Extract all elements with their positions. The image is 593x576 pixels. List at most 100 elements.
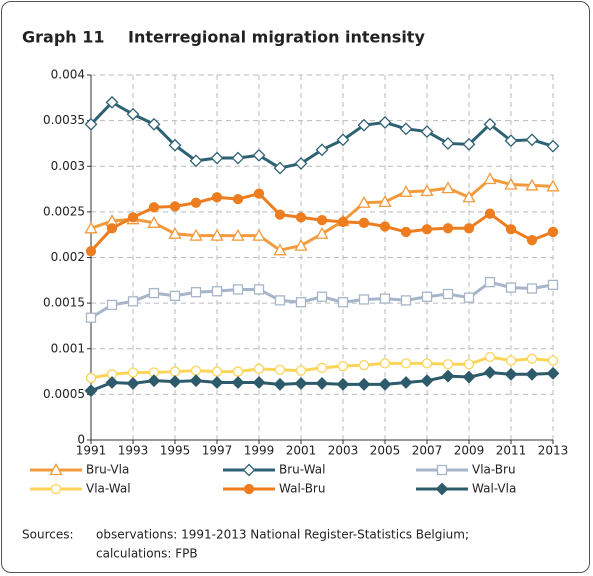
marker — [547, 226, 559, 238]
marker — [231, 228, 245, 241]
marker — [358, 294, 370, 305]
marker — [546, 139, 560, 153]
source-line: calculations: FPB — [96, 547, 198, 561]
marker — [525, 133, 539, 147]
marker — [169, 201, 181, 212]
marker — [483, 117, 497, 131]
marker — [294, 157, 308, 170]
marker — [336, 377, 350, 391]
legend-label: Bru-Vla — [86, 463, 129, 477]
marker — [462, 137, 476, 151]
x-tick-label: 1999 — [244, 444, 275, 458]
marker — [315, 377, 329, 390]
marker — [148, 202, 160, 213]
marker — [190, 197, 202, 208]
marker — [441, 369, 455, 383]
marker — [127, 296, 139, 307]
marker — [85, 372, 97, 384]
legend-label: Vla-Bru — [472, 463, 516, 477]
marker — [315, 143, 329, 157]
marker — [294, 238, 308, 251]
marker — [546, 366, 560, 380]
marker — [295, 212, 307, 223]
legend-marker — [435, 482, 449, 496]
y-tick-label: 0.002 — [51, 250, 85, 264]
marker — [231, 151, 245, 165]
x-tick-label: 1995 — [160, 444, 191, 458]
marker — [378, 116, 392, 129]
marker — [253, 363, 265, 374]
marker — [420, 374, 434, 388]
marker — [420, 184, 434, 197]
y-tick-label: 0.004 — [51, 68, 85, 82]
marker — [421, 291, 433, 302]
marker — [400, 295, 412, 306]
legend-marker — [50, 483, 62, 495]
marker — [399, 122, 413, 136]
series-line — [89, 100, 554, 170]
marker — [463, 359, 475, 370]
marker — [463, 223, 475, 234]
marker — [357, 195, 371, 208]
x-tick-label: 1993 — [118, 444, 149, 458]
marker — [484, 276, 496, 288]
marker — [127, 367, 139, 378]
marker — [379, 221, 391, 232]
marker — [378, 377, 392, 391]
marker — [273, 377, 287, 391]
marker — [232, 193, 244, 205]
marker — [525, 178, 539, 191]
marker — [252, 148, 266, 162]
marker — [253, 284, 265, 295]
marker — [399, 376, 413, 389]
marker — [189, 154, 203, 168]
marker — [105, 376, 119, 389]
marker — [441, 137, 455, 150]
marker — [232, 366, 244, 377]
marker — [252, 376, 266, 389]
marker — [273, 161, 287, 175]
marker — [316, 291, 328, 302]
x-tick-label: 2009 — [454, 444, 485, 458]
marker — [84, 117, 98, 131]
marker — [148, 287, 160, 299]
legend-marker — [243, 483, 255, 495]
marker — [316, 362, 328, 374]
y-tick-label: 0.0025 — [43, 204, 85, 218]
y-tick-label: 0.003 — [51, 159, 85, 173]
marker — [337, 216, 349, 228]
marker — [252, 228, 266, 241]
marker — [189, 228, 203, 241]
legend-label: Wal-Bru — [279, 482, 325, 496]
x-tick-label: 2007 — [412, 444, 443, 458]
marker — [484, 208, 496, 219]
marker — [190, 365, 202, 376]
x-tick-label: 2005 — [370, 444, 401, 458]
x-tick-label: 2013 — [538, 444, 569, 458]
marker — [358, 360, 370, 371]
marker — [547, 279, 559, 291]
marker — [483, 172, 497, 185]
marker — [168, 138, 182, 152]
marker — [378, 194, 392, 207]
chart-title: Interregional migration intensity — [128, 28, 425, 47]
marker — [210, 376, 224, 389]
marker — [274, 209, 286, 220]
y-tick-label: 0 — [77, 433, 85, 447]
series-line — [90, 177, 554, 252]
marker — [526, 283, 538, 294]
marker — [126, 107, 140, 121]
legend-label: Bru-Wal — [279, 463, 325, 477]
marker — [295, 365, 307, 376]
marker — [421, 224, 433, 235]
marker — [337, 360, 349, 372]
marker — [504, 367, 518, 381]
marker — [546, 179, 560, 192]
marker — [462, 190, 476, 203]
marker — [400, 226, 412, 238]
x-tick-label: 1991 — [76, 444, 107, 458]
marker — [211, 192, 223, 203]
marker — [358, 217, 370, 228]
